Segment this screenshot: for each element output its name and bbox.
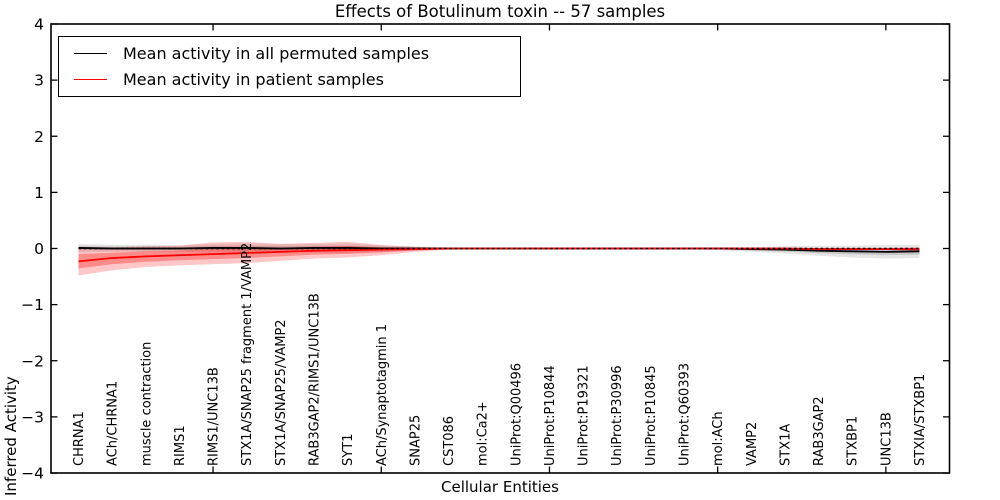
category-label: SYT1 (341, 434, 356, 466)
y-tick-label: −4 (21, 465, 44, 483)
x-axis-label: Cellular Entities (441, 478, 559, 496)
category-label: SNAP25 (408, 415, 423, 466)
category-label: VAMP2 (745, 422, 760, 466)
legend-item: Mean activity in all permuted samples (59, 44, 520, 63)
category-label: UniProt:P10844 (543, 365, 558, 466)
category-label: mol:ACh (711, 411, 726, 466)
confidence-band-outer-1 (78, 241, 920, 276)
y-axis-label: Inferred Activity (2, 376, 20, 496)
category-label: UNC13B (879, 412, 894, 466)
red-line-swatch-icon (74, 79, 107, 80)
legend-item-label: Mean activity in all permuted samples (123, 44, 430, 63)
category-label: UniProt:Q60393 (678, 363, 693, 466)
category-label: UniProt:Q00496 (509, 363, 524, 466)
category-label: CHRNA1 (72, 411, 87, 466)
confidence-band-outer-0 (78, 243, 920, 259)
category-label: RAB3GAP2/RIMS1/UNC13B (307, 293, 322, 466)
category-label: STX1A (778, 424, 793, 466)
category-label: CST086 (442, 416, 457, 466)
category-label: RIMS1/UNC13B (207, 367, 222, 466)
legend-item: Mean activity in patient samples (59, 70, 520, 89)
y-tick-label: −3 (21, 408, 44, 426)
category-label: UniProt:P19321 (577, 365, 592, 466)
y-tick-label: −2 (21, 352, 44, 370)
y-tick-label: 0 (34, 240, 44, 258)
category-label: UniProt:P30996 (610, 365, 625, 466)
category-label: RIMS1 (173, 425, 188, 466)
y-tick-label: 1 (34, 184, 44, 202)
category-label: mol:Ca2+ (476, 401, 491, 466)
category-label: STXBP1 (846, 416, 861, 466)
category-label: UniProt:P10845 (644, 365, 659, 466)
legend: Mean activity in all permuted samples Me… (58, 36, 521, 97)
y-tick-label: 3 (34, 72, 44, 90)
category-label: STXIA/STXBP1 (913, 374, 928, 466)
category-label: muscle contraction (139, 342, 154, 466)
y-tick-label: −1 (21, 296, 44, 314)
category-label: ACh/CHRNA1 (106, 381, 121, 466)
category-label: ACh/Synaptotagmin 1 (375, 324, 390, 466)
chart-title: Effects of Botulinum toxin -- 57 samples (334, 2, 666, 21)
category-label: RAB3GAP2 (812, 396, 827, 466)
y-tick-label: 2 (34, 128, 44, 146)
black-line-swatch-icon (74, 53, 107, 54)
category-label: STX1A/SNAP25/VAMP2 (274, 319, 289, 466)
y-tick-label: 4 (34, 16, 44, 34)
legend-item-label: Mean activity in patient samples (123, 70, 384, 89)
category-label: STX1A/SNAP25 fragment 1/VAMP2 (240, 243, 255, 466)
